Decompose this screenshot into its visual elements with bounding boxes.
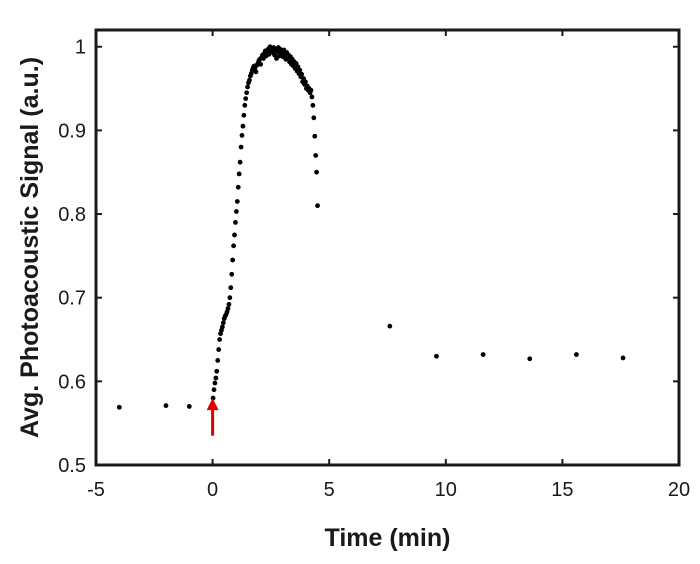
- data-point: [227, 295, 233, 301]
- data-point: [186, 404, 192, 409]
- y-tick-label: 0.7: [58, 288, 86, 310]
- data-point: [225, 306, 231, 311]
- data-point: [163, 403, 169, 409]
- data-point: [297, 67, 303, 73]
- data-point: [247, 77, 252, 83]
- data-point: [238, 144, 244, 150]
- y-tick-label: 0.9: [58, 120, 86, 142]
- y-tick-label: 1: [75, 37, 86, 59]
- data-point: [226, 301, 232, 307]
- arrow-head: [206, 398, 219, 411]
- y-axis-ticks: 0.5 0.6 0.7 0.8 0.9 1: [58, 37, 679, 477]
- data-point: [308, 87, 314, 93]
- data-point: [216, 347, 222, 352]
- data-point: [211, 387, 217, 393]
- x-tick-label: 20: [668, 479, 690, 501]
- data-point: [235, 184, 241, 190]
- data-point: [236, 171, 242, 177]
- data-point: [116, 404, 122, 410]
- y-axis-title: Avg. Photoacoustic Signal (a.u.): [16, 57, 44, 438]
- data-point: [210, 395, 216, 401]
- y-tick-label: 0.5: [58, 455, 86, 477]
- data-point: [229, 271, 235, 277]
- data-points: [116, 44, 626, 410]
- data-point: [258, 61, 264, 67]
- x-axis-ticks: -5 0 5 10 15 20: [87, 30, 690, 501]
- x-tick-label: 5: [324, 479, 335, 501]
- data-point: [253, 69, 259, 75]
- data-point: [243, 96, 249, 101]
- x-axis-title: Time (min): [325, 524, 451, 552]
- data-point: [242, 102, 248, 108]
- data-point: [310, 102, 316, 108]
- data-point: [232, 232, 237, 238]
- data-point: [234, 199, 240, 204]
- data-point: [233, 209, 239, 214]
- data-point: [233, 220, 238, 225]
- data-point: [314, 169, 320, 175]
- data-point: [241, 112, 247, 118]
- data-point: [311, 115, 317, 121]
- data-point: [434, 353, 439, 359]
- data-point: [240, 123, 246, 129]
- injection-time-arrow: [206, 398, 219, 436]
- x-tick-label: 15: [551, 479, 573, 501]
- data-point: [620, 355, 626, 361]
- data-point: [312, 133, 318, 139]
- data-point: [573, 352, 579, 357]
- data-point: [239, 133, 245, 138]
- x-tick-label: -5: [87, 479, 105, 501]
- data-point: [315, 203, 320, 209]
- data-point: [212, 380, 218, 386]
- data-point: [219, 324, 225, 330]
- data-point: [230, 257, 236, 263]
- data-point: [213, 375, 219, 381]
- plot-area-frame: [94, 28, 681, 467]
- data-point: [237, 159, 243, 165]
- data-point: [245, 84, 250, 90]
- data-point: [215, 358, 221, 363]
- data-point: [387, 323, 393, 329]
- y-tick-label: 0.8: [58, 204, 86, 226]
- data-point: [309, 94, 315, 100]
- data-point: [220, 320, 226, 326]
- data-point: [217, 337, 222, 342]
- data-point: [303, 79, 308, 85]
- data-point: [480, 352, 486, 357]
- data-point: [214, 368, 220, 374]
- data-point: [228, 285, 234, 291]
- x-tick-label: 0: [207, 479, 218, 501]
- x-tick-label: 10: [435, 479, 457, 501]
- data-point: [244, 90, 250, 96]
- data-point: [299, 71, 305, 77]
- data-point: [313, 153, 319, 158]
- y-tick-label: 0.6: [58, 371, 86, 393]
- data-point: [231, 243, 236, 249]
- data-point: [527, 356, 533, 362]
